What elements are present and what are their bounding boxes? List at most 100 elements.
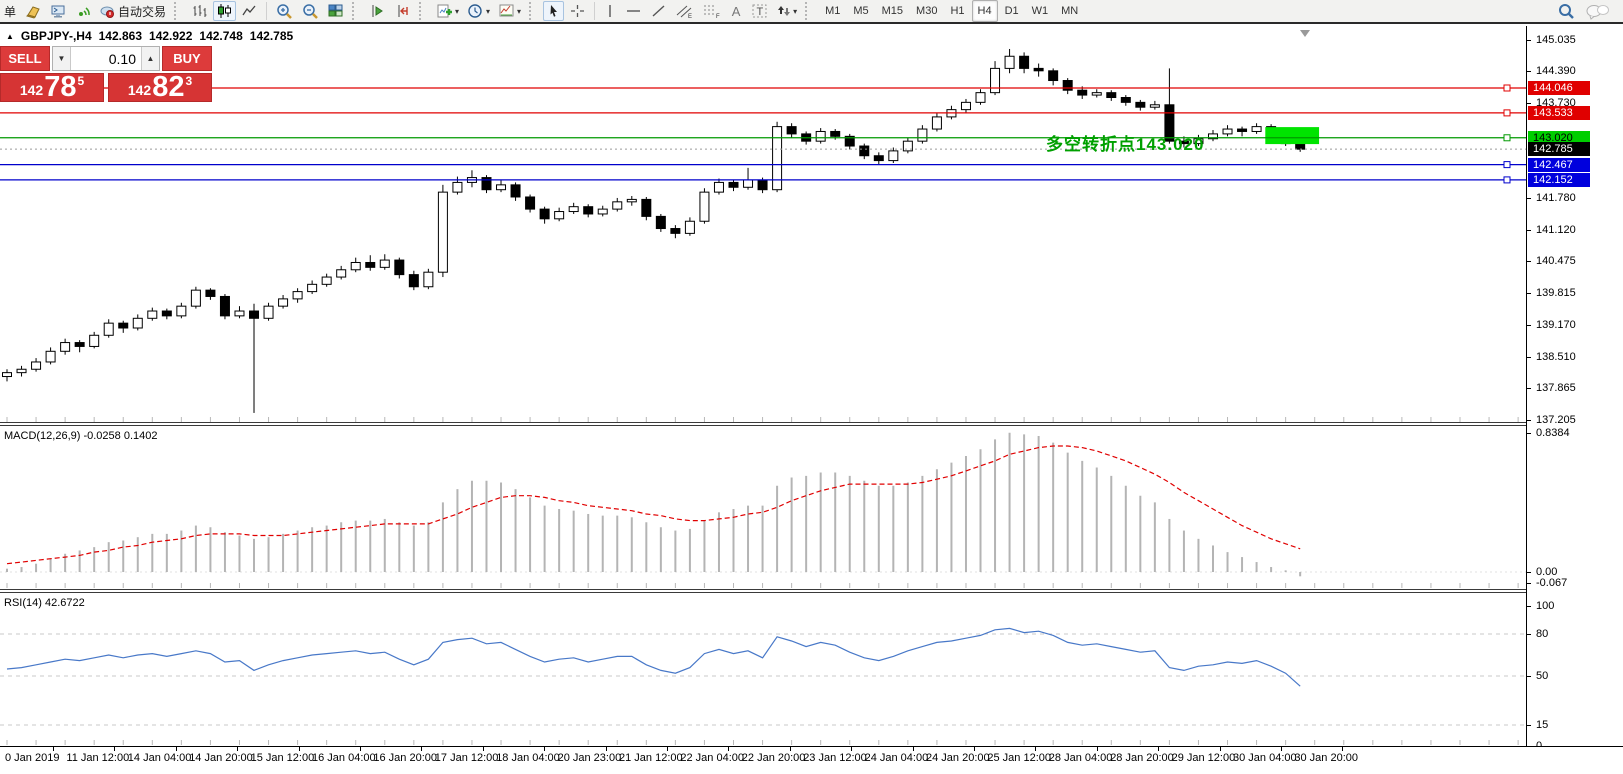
sell-price-prefix: 142 [19, 82, 44, 98]
auto-scroll-icon[interactable] [366, 1, 389, 21]
chat-icon[interactable] [1585, 3, 1609, 20]
new-order-icon[interactable] [22, 1, 45, 21]
autotrading-button[interactable]: 自动交易 [96, 1, 169, 21]
panel-splitter[interactable] [0, 589, 1623, 593]
arrows-button[interactable]: ▾ [773, 1, 800, 21]
annotation-text: 多空转折点143.020 [1046, 135, 1205, 154]
timeframe-h4[interactable]: H4 [971, 0, 998, 22]
toolbar-grip [805, 2, 814, 20]
axis-tick [1527, 606, 1531, 607]
price-axis[interactable]: 145.035 144.390 143.730 141.780 141.120 140.4… [1526, 26, 1623, 752]
svg-text:T: T [757, 6, 764, 18]
time-label: 21 Jan 12:00 [619, 752, 683, 764]
price-tick-label: 137.865 [1536, 381, 1576, 394]
rsi-tick-label: 50 [1536, 670, 1549, 682]
time-tick [605, 747, 607, 751]
buy-price[interactable]: 142 82 3 [108, 73, 212, 102]
axis-tick [1527, 419, 1531, 421]
crosshair-icon[interactable] [566, 1, 589, 21]
chart-title: ▲ GBPJPY-,H4 142.863 142.922 142.748 142… [6, 29, 293, 43]
trendline-icon[interactable] [647, 1, 670, 21]
time-label: 16 Jan 20:00 [373, 752, 438, 764]
indicators-button[interactable]: ▾ [433, 1, 462, 21]
timeframe-m1[interactable]: M1 [825, 5, 841, 17]
buy-button[interactable]: BUY [162, 46, 212, 71]
sell-price[interactable]: 142 78 5 [0, 73, 104, 102]
panel-splitter[interactable] [0, 422, 1623, 426]
rsi-label: RSI(14) 42.6722 [4, 597, 85, 609]
cursor-icon[interactable] [543, 1, 565, 21]
toolbar-separator [594, 2, 596, 20]
time-label: 22 Jan 04:00 [680, 752, 745, 764]
zoom-in-icon[interactable] [272, 1, 296, 21]
metaeditor-icon[interactable] [47, 1, 70, 21]
volume-decrease-button[interactable]: ▼ [53, 47, 71, 70]
axis-tick [1527, 387, 1531, 389]
zoom-out-icon[interactable] [298, 1, 322, 21]
dropdown-caret: ▾ [455, 6, 460, 16]
axis-tick [1527, 71, 1531, 73]
macd-tick-label: 0.8384 [1536, 426, 1570, 439]
time-tick [114, 747, 116, 751]
timeframe-m5[interactable]: M5 [853, 5, 869, 17]
ohlc-low: 142.748 [199, 29, 243, 43]
signal-icon[interactable] [72, 1, 94, 21]
toolbar-separator [266, 2, 268, 20]
toolbar: 单 自动交易 ▾ ▾ ▾ E F A T ▾ M1 M [0, 0, 1623, 24]
price-tag: 142.785 [1528, 142, 1590, 157]
bar-chart-icon[interactable] [188, 1, 211, 21]
text-icon[interactable]: A [731, 3, 741, 19]
timeframe-w1[interactable]: W1 [1031, 5, 1049, 17]
vertical-line-icon[interactable] [600, 1, 620, 21]
new-order-button-partial[interactable]: 单 [0, 1, 20, 21]
time-label: 14 Jan 20:00 [189, 752, 253, 764]
buy-price-prefix: 142 [127, 82, 152, 98]
periods-icon [468, 4, 482, 18]
axis-tick [1527, 583, 1531, 585]
candlestick-chart-icon[interactable] [213, 1, 237, 21]
timeframe-m15[interactable]: M15 [881, 5, 904, 17]
price-tag: 144.046 [1528, 80, 1590, 95]
equidistant-channel-icon[interactable]: E [672, 1, 697, 21]
timeframe-m30[interactable]: M30 [916, 5, 938, 17]
tile-windows-icon[interactable] [324, 1, 347, 21]
fibonacci-icon[interactable]: F [699, 1, 724, 21]
time-label: 18 Jan 04:00 [496, 752, 560, 764]
time-tick [482, 747, 484, 751]
search-icon[interactable] [1558, 3, 1575, 20]
periods-button[interactable]: ▾ [464, 1, 493, 21]
text-label-icon[interactable]: T [748, 1, 771, 21]
volume-input[interactable]: 0.10 [108, 50, 136, 67]
timeframe-d1[interactable]: D1 [1004, 5, 1019, 17]
price-tick-label: 141.120 [1536, 223, 1576, 236]
macd-panel-canvas[interactable] [0, 427, 1526, 589]
time-label: 22 Jan 20:00 [741, 752, 806, 764]
time-label: 16 Jan 04:00 [312, 752, 376, 764]
time-label: 11 Jan 12:00 [66, 752, 130, 764]
rsi-panel-canvas[interactable] [0, 594, 1526, 746]
time-label: 28 Jan 04:00 [1048, 752, 1113, 764]
sell-price-big: 78 [44, 71, 77, 103]
horizontal-line-icon[interactable] [622, 1, 645, 21]
volume-increase-button[interactable]: ▲ [141, 47, 159, 70]
ohlc-close: 142.785 [249, 29, 294, 43]
macd-label: MACD(12,26,9) -0.0258 0.1402 [4, 430, 158, 442]
line-chart-icon[interactable] [238, 1, 261, 21]
ohlc-high: 142.922 [149, 29, 193, 43]
svg-text:F: F [716, 14, 720, 19]
timeframe-h1[interactable]: H1 [950, 5, 965, 17]
templates-button[interactable]: ▾ [495, 1, 524, 21]
time-axis[interactable]: 0 Jan 2019 11 Jan 12:00 14 Jan 04:00 14 Jan… [0, 746, 1623, 774]
symbol-expand-arrow[interactable]: ▲ [6, 31, 14, 41]
time-tick [53, 747, 54, 751]
time-label: 20 Jan 23:00 [557, 752, 622, 764]
volume-stepper: ▼ 0.10 ▲ [52, 46, 160, 71]
main-chart-canvas[interactable] [0, 26, 1526, 422]
price-tag: 142.467 [1528, 157, 1590, 172]
sell-button[interactable]: SELL [0, 46, 50, 71]
chart-shift-icon[interactable] [391, 1, 414, 21]
toolbar-grip [174, 2, 183, 20]
timeframe-mn[interactable]: MN [1061, 5, 1079, 17]
axis-tick [1527, 229, 1531, 231]
